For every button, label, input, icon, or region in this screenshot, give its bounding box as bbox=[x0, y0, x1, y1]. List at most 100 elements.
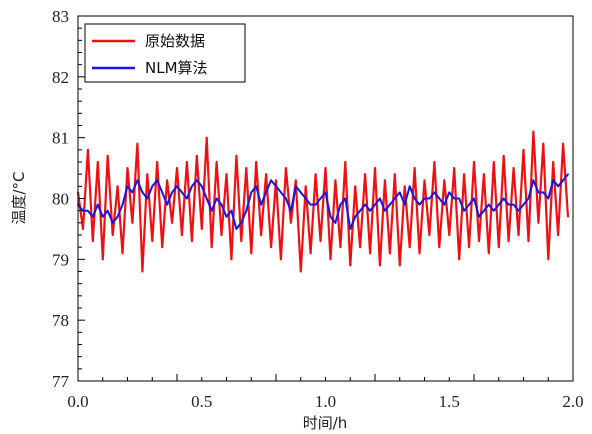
data-point bbox=[512, 203, 515, 206]
data-point bbox=[131, 191, 134, 194]
data-point bbox=[87, 209, 89, 212]
data-point bbox=[166, 179, 169, 182]
legend: 原始数据 NLM算法 bbox=[84, 23, 246, 83]
data-point bbox=[220, 234, 223, 236]
data-point bbox=[487, 252, 490, 255]
data-point bbox=[101, 215, 104, 218]
data-point bbox=[304, 197, 307, 200]
data-point bbox=[141, 270, 144, 273]
data-point bbox=[468, 203, 470, 206]
y-tick-label: 78 bbox=[52, 311, 69, 330]
data-point bbox=[408, 185, 411, 188]
y-tick-label: 82 bbox=[52, 68, 69, 87]
data-point bbox=[299, 270, 302, 273]
data-point bbox=[423, 179, 426, 182]
data-point bbox=[497, 246, 500, 249]
data-point bbox=[487, 203, 490, 206]
data-point bbox=[200, 185, 203, 188]
data-point bbox=[502, 155, 505, 157]
data-point bbox=[101, 258, 104, 261]
data-point bbox=[265, 191, 267, 194]
data-point bbox=[141, 191, 144, 194]
data-point bbox=[146, 197, 149, 200]
data-point bbox=[280, 191, 282, 194]
data-point bbox=[403, 185, 406, 188]
data-point bbox=[171, 191, 174, 194]
data-point bbox=[314, 203, 317, 206]
data-point bbox=[230, 209, 233, 212]
data-point bbox=[398, 264, 401, 267]
data-point bbox=[344, 197, 347, 200]
data-point bbox=[408, 246, 411, 249]
data-point bbox=[275, 185, 277, 188]
data-point bbox=[136, 142, 139, 145]
y-axis-label: 温度/°C bbox=[10, 171, 28, 224]
data-point bbox=[492, 161, 495, 163]
data-point bbox=[537, 191, 540, 194]
data-point bbox=[245, 167, 248, 170]
data-point bbox=[423, 197, 426, 200]
data-point bbox=[458, 258, 461, 261]
data-point bbox=[240, 221, 243, 224]
data-point bbox=[448, 191, 451, 194]
data-point bbox=[517, 234, 520, 236]
data-point bbox=[171, 221, 174, 224]
data-point bbox=[374, 203, 376, 206]
data-point bbox=[290, 209, 292, 212]
data-point bbox=[225, 173, 228, 176]
data-point bbox=[151, 240, 154, 243]
data-point bbox=[156, 179, 159, 182]
data-point bbox=[270, 246, 272, 249]
data-point bbox=[151, 185, 154, 188]
data-point bbox=[309, 203, 312, 206]
data-point bbox=[413, 197, 416, 200]
data-point bbox=[458, 197, 461, 200]
data-point bbox=[121, 203, 124, 206]
data-point bbox=[428, 234, 431, 236]
data-point bbox=[96, 203, 99, 206]
data-point bbox=[364, 173, 366, 176]
data-point bbox=[324, 167, 327, 170]
series-1 bbox=[77, 173, 569, 230]
data-point bbox=[225, 215, 228, 218]
legend-label-nlm: NLM算法 bbox=[145, 59, 208, 77]
data-point bbox=[552, 161, 555, 163]
data-point bbox=[299, 191, 302, 194]
data-point bbox=[379, 264, 381, 267]
data-point bbox=[91, 215, 94, 218]
data-point bbox=[191, 240, 193, 243]
data-point bbox=[463, 173, 465, 176]
data-point bbox=[314, 173, 317, 176]
data-point bbox=[537, 221, 540, 224]
data-point bbox=[166, 203, 169, 206]
data-point bbox=[374, 167, 376, 170]
data-point bbox=[562, 179, 564, 182]
data-point bbox=[319, 240, 322, 243]
data-point bbox=[522, 203, 525, 206]
data-point bbox=[329, 215, 332, 218]
data-point bbox=[260, 234, 262, 236]
data-point bbox=[87, 148, 89, 151]
data-point bbox=[91, 240, 94, 243]
data-point bbox=[359, 246, 361, 249]
data-point bbox=[507, 203, 510, 206]
data-point bbox=[478, 240, 480, 243]
data-point bbox=[483, 209, 485, 212]
data-point bbox=[270, 179, 272, 182]
data-point bbox=[106, 155, 109, 157]
data-point bbox=[527, 197, 530, 200]
data-point bbox=[195, 155, 198, 157]
data-point bbox=[364, 203, 366, 206]
data-point bbox=[265, 173, 267, 176]
data-point bbox=[275, 179, 277, 182]
data-point bbox=[156, 161, 159, 163]
data-point bbox=[379, 197, 381, 200]
data-point bbox=[329, 258, 332, 261]
series-layer bbox=[76, 130, 570, 273]
data-point bbox=[547, 258, 550, 261]
data-point bbox=[562, 142, 564, 145]
data-point bbox=[235, 228, 238, 230]
data-point bbox=[344, 161, 347, 163]
x-tick-label: 2.0 bbox=[562, 392, 583, 411]
